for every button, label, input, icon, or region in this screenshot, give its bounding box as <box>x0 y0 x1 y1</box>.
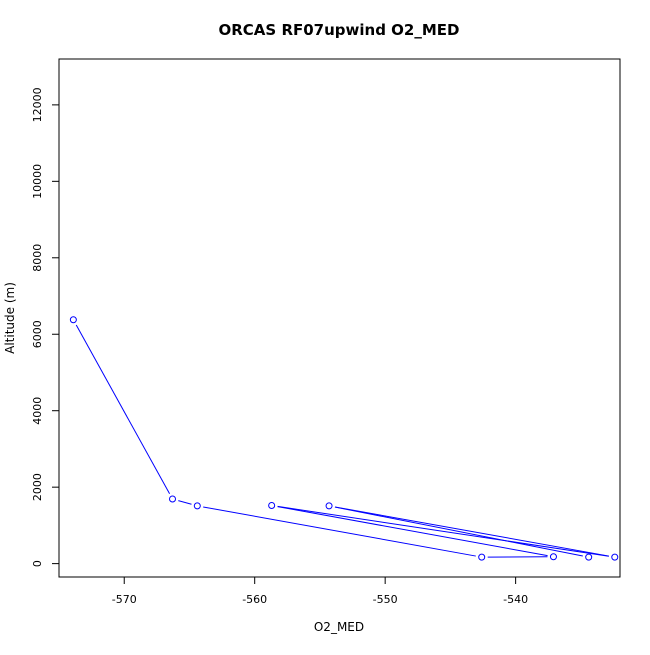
y-tick-label: 4000 <box>31 397 44 425</box>
y-tick-label: 0 <box>31 560 44 567</box>
y-axis-label: Altitude (m) <box>3 282 17 354</box>
x-axis: -570 -560 -550 -540 <box>112 577 528 606</box>
series-line-segment <box>203 507 476 556</box>
series-line-segment <box>335 507 609 556</box>
x-tick-label: -550 <box>373 593 398 606</box>
series-line-segment <box>278 506 609 556</box>
series-line-segment <box>335 507 583 556</box>
series-line-segment <box>76 325 169 494</box>
series-line-segment <box>278 507 548 556</box>
y-tick-label: 2000 <box>31 473 44 501</box>
data-point <box>586 554 592 560</box>
y-tick-label: 6000 <box>31 320 44 348</box>
data-point <box>479 554 485 560</box>
data-point <box>612 554 618 560</box>
x-axis-label: O2_MED <box>314 620 364 634</box>
series-layer <box>70 317 617 560</box>
data-point <box>194 503 200 509</box>
y-axis: 0 2000 4000 6000 8000 10000 12000 <box>31 87 59 567</box>
plot-frame <box>59 59 620 577</box>
y-tick-label: 12000 <box>31 87 44 122</box>
data-point <box>326 503 332 509</box>
data-point <box>269 503 275 509</box>
x-tick-label: -570 <box>112 593 137 606</box>
data-point <box>550 554 556 560</box>
data-point <box>170 496 176 502</box>
data-point <box>70 317 76 323</box>
y-tick-label: 10000 <box>31 164 44 199</box>
x-tick-label: -540 <box>503 593 528 606</box>
chart-title: ORCAS RF07upwind O2_MED <box>219 21 460 39</box>
series-line-segment <box>178 501 191 505</box>
x-tick-label: -560 <box>242 593 267 606</box>
y-tick-label: 8000 <box>31 244 44 272</box>
